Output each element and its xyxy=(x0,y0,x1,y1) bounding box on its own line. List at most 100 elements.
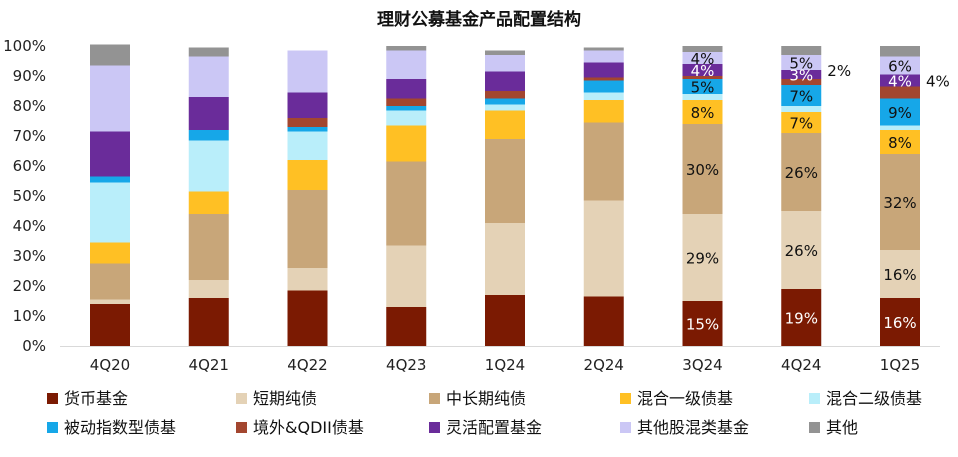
bar-segment xyxy=(781,106,822,112)
chart-title: 理财公募基金产品配置结构 xyxy=(377,9,581,30)
bar-segment xyxy=(287,268,328,291)
bar-segment xyxy=(583,80,624,93)
bar-segment xyxy=(90,242,130,264)
legend-label: 灵活配置基金 xyxy=(446,418,542,437)
data-label: 32% xyxy=(883,194,916,212)
bar-segment xyxy=(583,47,624,51)
bar-segment xyxy=(781,46,822,55)
x-tick-label: 4Q21 xyxy=(189,356,229,374)
bar-segment xyxy=(485,71,525,91)
bar-segment xyxy=(386,110,427,126)
x-tick-label: 4Q22 xyxy=(287,356,327,374)
bar-segment xyxy=(90,263,130,300)
bar-segment xyxy=(781,55,822,70)
bar-segment xyxy=(287,290,328,346)
x-tick-label: 1Q24 xyxy=(485,356,525,374)
bar-segment xyxy=(682,100,723,124)
data-label: 5% xyxy=(789,55,813,73)
bar-segment xyxy=(90,299,130,304)
bar-segment xyxy=(485,295,525,346)
legend-label: 短期纯债 xyxy=(253,389,317,408)
bar-segment xyxy=(682,94,723,100)
bar-segment xyxy=(386,245,427,307)
data-label: 16% xyxy=(883,314,916,332)
bar-segment xyxy=(188,97,229,130)
legend-label: 其他股混类基金 xyxy=(637,418,749,437)
y-tick-label: 10% xyxy=(13,307,46,325)
bar-segment xyxy=(880,98,920,126)
bar-segment xyxy=(485,104,525,111)
bar-segment xyxy=(682,301,723,346)
legend-swatch xyxy=(429,393,440,404)
legend-label: 中长期纯债 xyxy=(446,389,526,408)
legend-label: 混合二级债基 xyxy=(826,389,922,408)
data-label: 26% xyxy=(785,164,818,182)
bar-segment xyxy=(485,139,525,223)
data-label: 30% xyxy=(686,161,719,179)
bar-segment xyxy=(90,176,130,183)
y-tick-label: 80% xyxy=(13,97,46,115)
bar-segment xyxy=(583,122,624,201)
bar-segment xyxy=(287,131,328,160)
data-label: 5% xyxy=(691,79,715,97)
x-tick-label: 1Q25 xyxy=(880,356,920,374)
bar-segment xyxy=(682,46,723,52)
data-label: 8% xyxy=(888,134,912,152)
bar-segment xyxy=(583,100,624,123)
bar-segment xyxy=(386,46,427,51)
data-label: 26% xyxy=(785,242,818,260)
data-label: 7% xyxy=(789,115,813,133)
bars xyxy=(90,44,920,346)
legend-swatch xyxy=(236,393,247,404)
bar-segment xyxy=(682,76,723,79)
bar-segment xyxy=(781,133,822,211)
bar-segment xyxy=(781,85,822,106)
y-tick-label: 70% xyxy=(13,127,46,145)
legend-swatch xyxy=(236,422,247,433)
bar-segment xyxy=(188,280,229,298)
bar-segment xyxy=(90,65,130,132)
data-label: 4% xyxy=(691,50,715,68)
bar-segment xyxy=(682,214,723,301)
bar-segment xyxy=(485,50,525,55)
bar-segment xyxy=(485,91,525,99)
bar-segment xyxy=(880,125,920,130)
bar-segment xyxy=(90,131,130,177)
bar-segment xyxy=(90,304,130,346)
legend-label: 境外&QDII债基 xyxy=(253,418,364,437)
bar-segment xyxy=(485,55,525,72)
data-label: 16% xyxy=(883,266,916,284)
legend-label: 混合一级债基 xyxy=(637,389,733,408)
bar-segment xyxy=(880,250,920,298)
y-tick-label: 30% xyxy=(13,247,46,265)
bar-segment xyxy=(188,214,229,280)
y-tick-label: 20% xyxy=(13,277,46,295)
y-tick-label: 40% xyxy=(13,217,46,235)
data-label: 19% xyxy=(785,310,818,328)
data-label: 4% xyxy=(926,73,950,91)
data-label: 3% xyxy=(789,67,813,85)
bar-segment xyxy=(90,44,130,66)
legend-label: 货币基金 xyxy=(64,389,128,408)
legend-swatch xyxy=(429,422,440,433)
bar-segment xyxy=(781,79,822,85)
y-tick-label: 100% xyxy=(3,37,46,55)
y-axis: 0% 10% 20% 30% 40% 50% 60% 70% 80% 90% 100% xyxy=(3,37,46,355)
legend-label: 被动指数型债基 xyxy=(64,418,176,437)
bar-segment xyxy=(188,298,229,346)
legend-swatch xyxy=(47,422,58,433)
bar-segment xyxy=(682,64,723,76)
bar-segment xyxy=(583,62,624,78)
data-label: 2% xyxy=(827,62,851,80)
y-tick-label: 50% xyxy=(13,187,46,205)
data-label: 15% xyxy=(686,316,719,334)
y-tick-label: 90% xyxy=(13,67,46,85)
bar-segment xyxy=(583,50,624,63)
bar-segment xyxy=(485,110,525,139)
bar-segment xyxy=(880,56,920,75)
bar-segment xyxy=(583,77,624,81)
y-tick-label: 0% xyxy=(22,337,46,355)
bar-segment xyxy=(287,127,328,132)
bar-segment xyxy=(781,211,822,289)
